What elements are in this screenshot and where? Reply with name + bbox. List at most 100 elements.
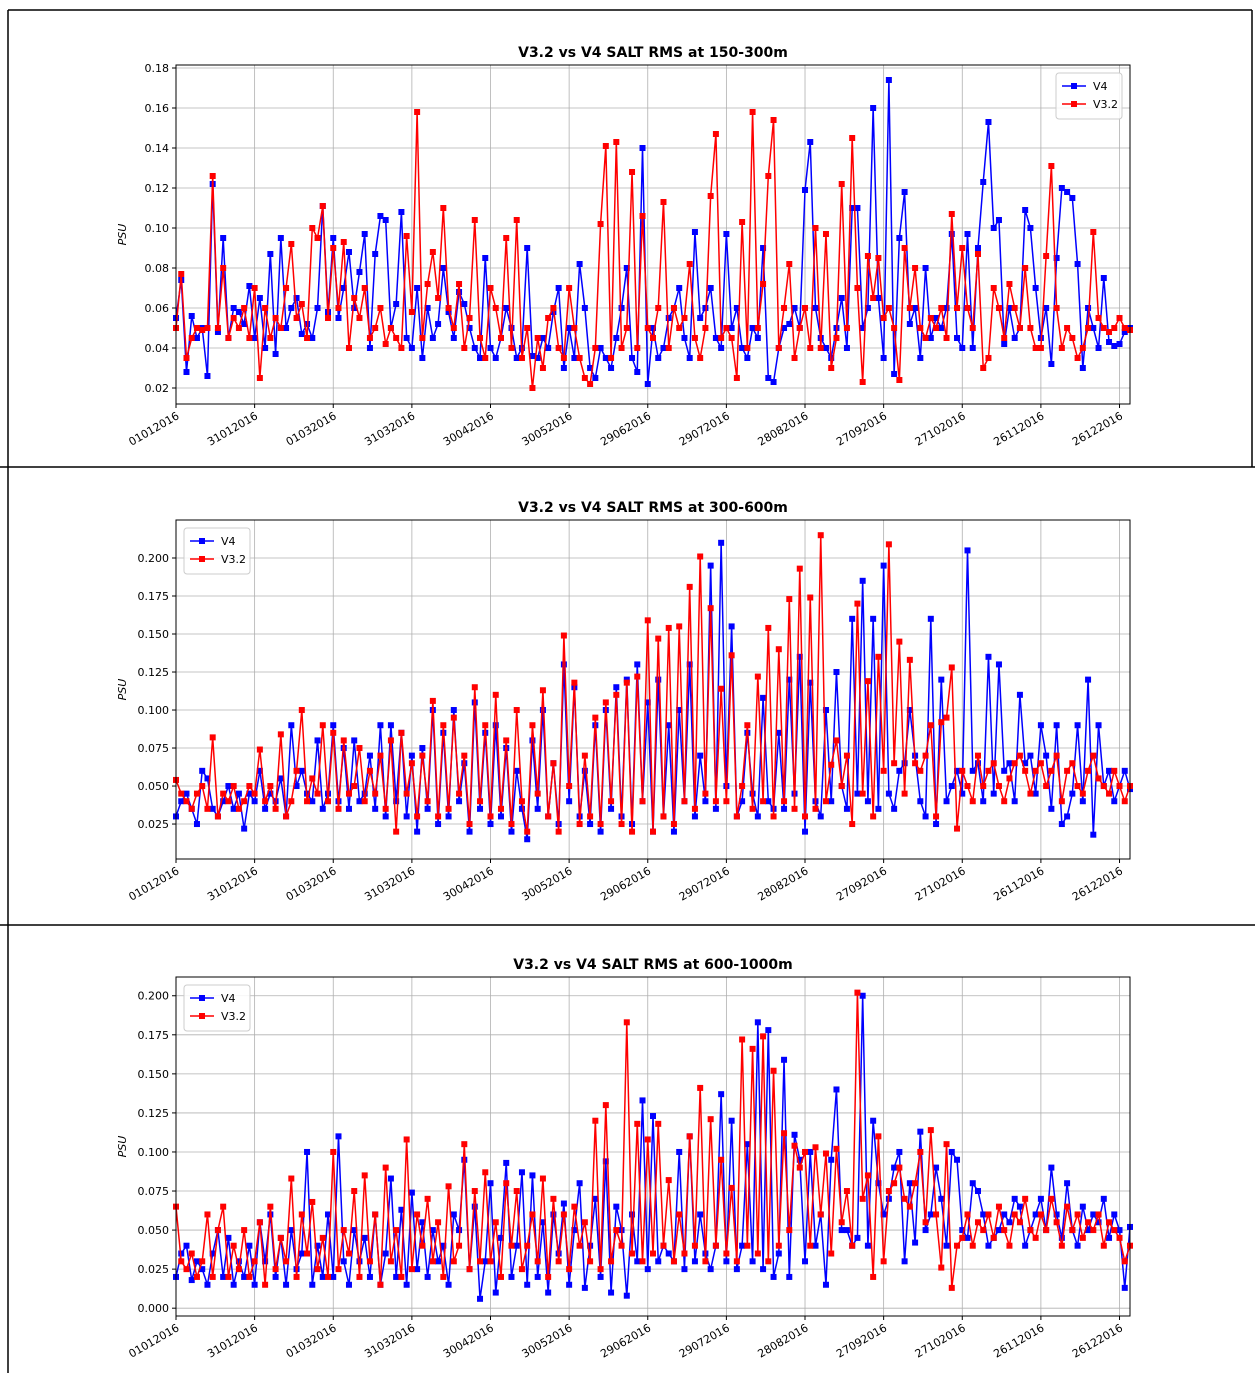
point-marker [807, 1242, 814, 1249]
point-marker [419, 355, 426, 361]
point-marker [728, 325, 735, 331]
point-marker [749, 325, 756, 331]
point-marker [681, 335, 688, 341]
axes-frame [175, 519, 1131, 860]
point-marker [429, 1227, 436, 1234]
point-marker [277, 775, 284, 782]
point-marker [288, 305, 295, 311]
point-marker [220, 265, 227, 271]
point-marker [1079, 365, 1086, 371]
point-marker [1100, 1242, 1107, 1249]
point-marker [377, 213, 384, 219]
point-marker [356, 1258, 363, 1265]
point-marker [492, 722, 499, 729]
point-marker [188, 313, 195, 319]
point-marker [802, 828, 809, 835]
point-marker [1079, 1234, 1086, 1241]
point-marker [644, 699, 651, 706]
point-marker [644, 325, 651, 331]
point-marker [880, 1211, 887, 1218]
point-marker [283, 1258, 290, 1265]
point-marker [927, 722, 934, 729]
point-marker [340, 285, 347, 291]
point-marker [933, 813, 940, 820]
point-marker [707, 1266, 714, 1273]
y-tick-label: 0.100 [138, 1146, 170, 1159]
point-marker [891, 1180, 898, 1187]
point-marker [613, 139, 620, 145]
point-marker [288, 1227, 295, 1234]
point-marker [220, 1273, 227, 1280]
point-marker [602, 355, 609, 361]
point-marker [1064, 1180, 1071, 1187]
point-marker [471, 684, 478, 691]
point-marker [608, 1258, 615, 1265]
point-marker [859, 1195, 866, 1202]
point-marker [964, 783, 971, 790]
y-tick-label: 0.075 [138, 742, 170, 755]
legend: V4 V3.2 [1055, 72, 1123, 120]
point-marker [366, 752, 373, 759]
point-marker [634, 345, 641, 351]
point-marker [775, 729, 782, 736]
point-marker [251, 1281, 258, 1288]
point-marker [366, 767, 373, 774]
point-marker [581, 767, 588, 774]
point-marker [309, 225, 316, 231]
point-marker [414, 109, 421, 115]
point-marker [408, 309, 415, 315]
point-marker [608, 798, 615, 805]
point-marker [849, 821, 856, 828]
point-marker [235, 325, 242, 331]
point-marker [1111, 343, 1118, 349]
point-marker [288, 722, 295, 729]
point-marker [414, 813, 421, 820]
point-marker [828, 798, 835, 805]
point-marker [885, 790, 892, 797]
point-marker [325, 798, 332, 805]
point-marker [802, 1258, 809, 1265]
point-marker [854, 1234, 861, 1241]
point-marker [545, 813, 552, 820]
point-marker [1048, 1195, 1055, 1202]
point-marker [644, 617, 651, 624]
point-marker [760, 281, 767, 287]
point-marker [1095, 775, 1102, 782]
point-marker [749, 1258, 756, 1265]
point-marker [728, 623, 735, 630]
point-marker [623, 265, 630, 271]
point-marker [597, 828, 604, 835]
point-marker [513, 355, 520, 361]
point-marker [933, 1211, 940, 1218]
point-marker [456, 790, 463, 797]
point-marker [497, 813, 504, 820]
point-marker [922, 265, 929, 271]
point-marker [990, 285, 997, 291]
point-marker [503, 1180, 510, 1187]
point-marker [870, 105, 877, 111]
point-marker [838, 295, 845, 301]
point-marker [539, 1219, 546, 1226]
point-marker [445, 813, 452, 820]
point-marker [948, 211, 955, 217]
y-tick-label: 0.025 [138, 1263, 170, 1276]
point-marker [178, 798, 185, 805]
point-marker [466, 315, 473, 321]
point-marker [571, 1227, 578, 1234]
point-marker [744, 1242, 751, 1249]
point-marker [440, 205, 447, 211]
point-marker [246, 783, 253, 790]
y-tick-label: 0.125 [138, 666, 170, 679]
point-marker [1111, 325, 1118, 331]
point-marker [461, 301, 468, 307]
point-marker [408, 760, 415, 767]
point-marker [634, 1120, 641, 1127]
point-marker [802, 813, 809, 820]
point-marker [193, 821, 200, 828]
y-tick-label: 0.100 [138, 704, 170, 717]
point-marker [319, 805, 326, 812]
point-marker [676, 325, 683, 331]
point-marker [235, 805, 242, 812]
point-marker [864, 1242, 871, 1249]
point-marker [235, 309, 242, 315]
